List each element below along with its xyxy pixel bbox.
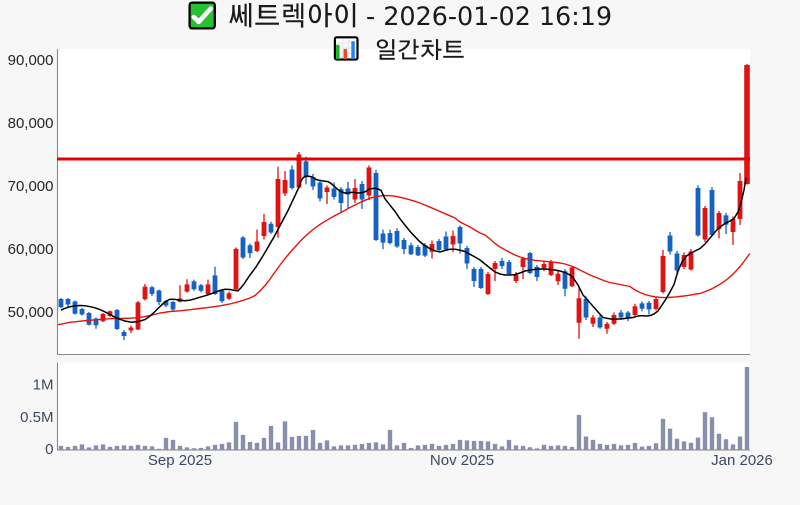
svg-text:80,000: 80,000 [8, 115, 54, 132]
svg-text:0: 0 [45, 441, 53, 458]
svg-text:Nov 2025: Nov 2025 [430, 452, 494, 469]
svg-text:Jan 2026: Jan 2026 [711, 452, 773, 469]
svg-text:90,000: 90,000 [8, 52, 54, 69]
svg-text:60,000: 60,000 [8, 241, 54, 258]
svg-text:1M: 1M [33, 377, 54, 394]
svg-text:0.5M: 0.5M [20, 409, 53, 426]
svg-text:Sep 2025: Sep 2025 [148, 452, 212, 469]
svg-text:70,000: 70,000 [8, 178, 54, 195]
svg-text:50,000: 50,000 [8, 304, 54, 321]
